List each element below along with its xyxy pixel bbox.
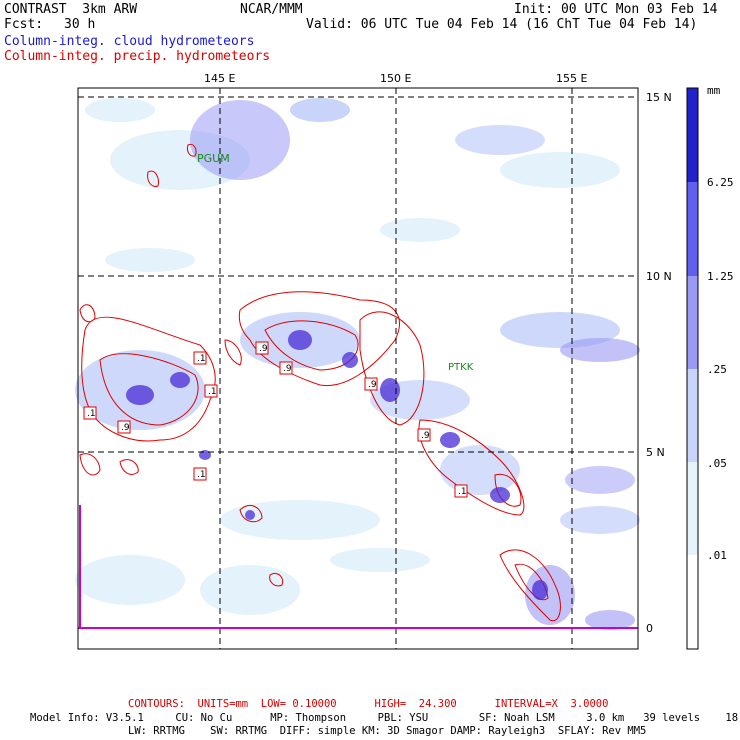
station-pgum: PGUM: [197, 152, 230, 165]
precip-contours: [79, 143, 561, 622]
fcst-label: Fcst:: [4, 17, 44, 32]
model-info-line2: LW: RRTMG SW: RRTMG DIFF: simple KM: 3D …: [128, 725, 647, 737]
contour-label: .1: [208, 387, 217, 397]
station-ptkk: PTKK: [448, 362, 474, 373]
contour-label: .1: [87, 409, 96, 419]
lat-label-0: 0: [646, 622, 653, 635]
contour-label: .1: [197, 470, 206, 480]
lat-lon-grid: [78, 88, 638, 649]
colorbar-tick: 6.25: [707, 176, 734, 189]
legend-cloud-label: Column-integ. cloud hydrometeors: [4, 34, 255, 49]
colorbar-swatch: [687, 276, 698, 369]
lon-label-155: 155 E: [556, 72, 587, 85]
colorbar-tick: .25: [707, 363, 727, 376]
legend-precip-label: Column-integ. precip. hydrometeors: [4, 49, 271, 64]
contour-label: .9: [421, 431, 430, 441]
colorbar-tick: 1.25: [707, 270, 734, 283]
cloud-shading: [75, 98, 640, 630]
contour-label: .9: [121, 423, 130, 433]
init-time: Init: 00 UTC Mon 03 Feb 14: [514, 2, 718, 17]
colorbar-swatch: [687, 88, 698, 182]
contour-label: .9: [259, 344, 268, 354]
org-label: NCAR/MMM: [240, 2, 303, 17]
lat-label-15n: 15 N: [646, 91, 672, 104]
colorbar: [686, 87, 699, 650]
lat-label-5n: 5 N: [646, 446, 665, 459]
lon-label-145: 145 E: [204, 72, 235, 85]
contour-info: CONTOURS: UNITS=mm LOW= 0.10000 HIGH= 24…: [128, 698, 609, 710]
map-frame: [77, 87, 639, 650]
colorbar-tick: .01: [707, 549, 727, 562]
lat-label-10n: 10 N: [646, 270, 672, 283]
fcst-value: 30 h: [64, 17, 96, 32]
lon-label-150: 150 E: [380, 72, 411, 85]
contour-label: .1: [197, 354, 206, 364]
valid-time: Valid: 06 UTC Tue 04 Feb 14 (16 ChT Tue …: [306, 17, 698, 32]
contour-label: .9: [283, 364, 292, 374]
colorbar-swatch: [687, 369, 698, 462]
colorbar-swatch: [687, 555, 698, 649]
colorbar-swatch: [687, 462, 698, 555]
model-title: CONTRAST 3km ARW: [4, 2, 138, 17]
colorbar-tick: .05: [707, 457, 727, 470]
colorbar-swatch: [687, 182, 698, 276]
model-info-line1: Model Info: V3.5.1 CU: No Cu MP: Thompso…: [30, 712, 740, 724]
colorbar-unit: mm: [707, 84, 721, 97]
contour-label: .1: [458, 487, 467, 497]
contour-labels: .1 .1 .9 .1 .9 .9 .9 .1 .9 .1: [83, 341, 468, 498]
contour-label: .9: [368, 380, 377, 390]
